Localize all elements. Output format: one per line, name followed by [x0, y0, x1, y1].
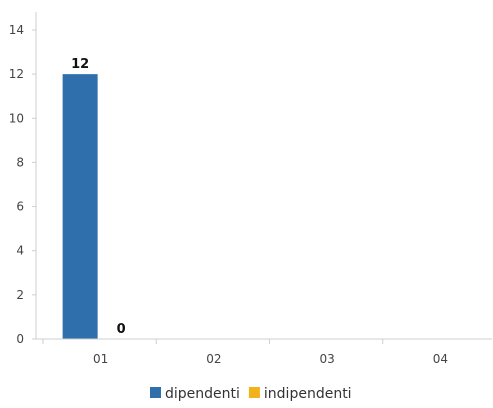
- x-axis: 01 02 03 04: [42, 339, 448, 366]
- y-tick-label: 10: [9, 111, 24, 125]
- x-tick-label: 04: [433, 352, 448, 366]
- y-axis: 0 2 4 6 8 10 12 14: [9, 23, 36, 346]
- legend-label-dipendenti: dipendenti: [165, 386, 240, 402]
- data-label-dipendenti-01: 12: [71, 57, 89, 72]
- data-labels: 12 0: [71, 57, 126, 337]
- legend-swatch-dipendenti: [150, 387, 161, 398]
- data-label-indipendenti-01: 0: [117, 322, 126, 337]
- legend-swatch-indipendenti: [248, 387, 260, 398]
- y-tick-label: 4: [16, 244, 24, 258]
- x-tick-label: 02: [206, 352, 221, 366]
- y-tick-label: 0: [16, 332, 24, 346]
- legend-label-indipendenti: indipendenti: [264, 386, 352, 402]
- y-tick-label: 6: [16, 200, 24, 214]
- y-tick-label: 8: [16, 155, 24, 169]
- bar-dipendenti-01: [62, 74, 98, 340]
- x-tick-label: 03: [319, 352, 334, 366]
- x-tick-label: 01: [93, 352, 108, 366]
- bar-series: [62, 74, 98, 340]
- legend: dipendenti indipendenti: [150, 386, 352, 402]
- y-tick-label: 2: [16, 288, 24, 302]
- y-tick-label: 14: [9, 23, 24, 37]
- y-tick-label: 12: [9, 67, 24, 81]
